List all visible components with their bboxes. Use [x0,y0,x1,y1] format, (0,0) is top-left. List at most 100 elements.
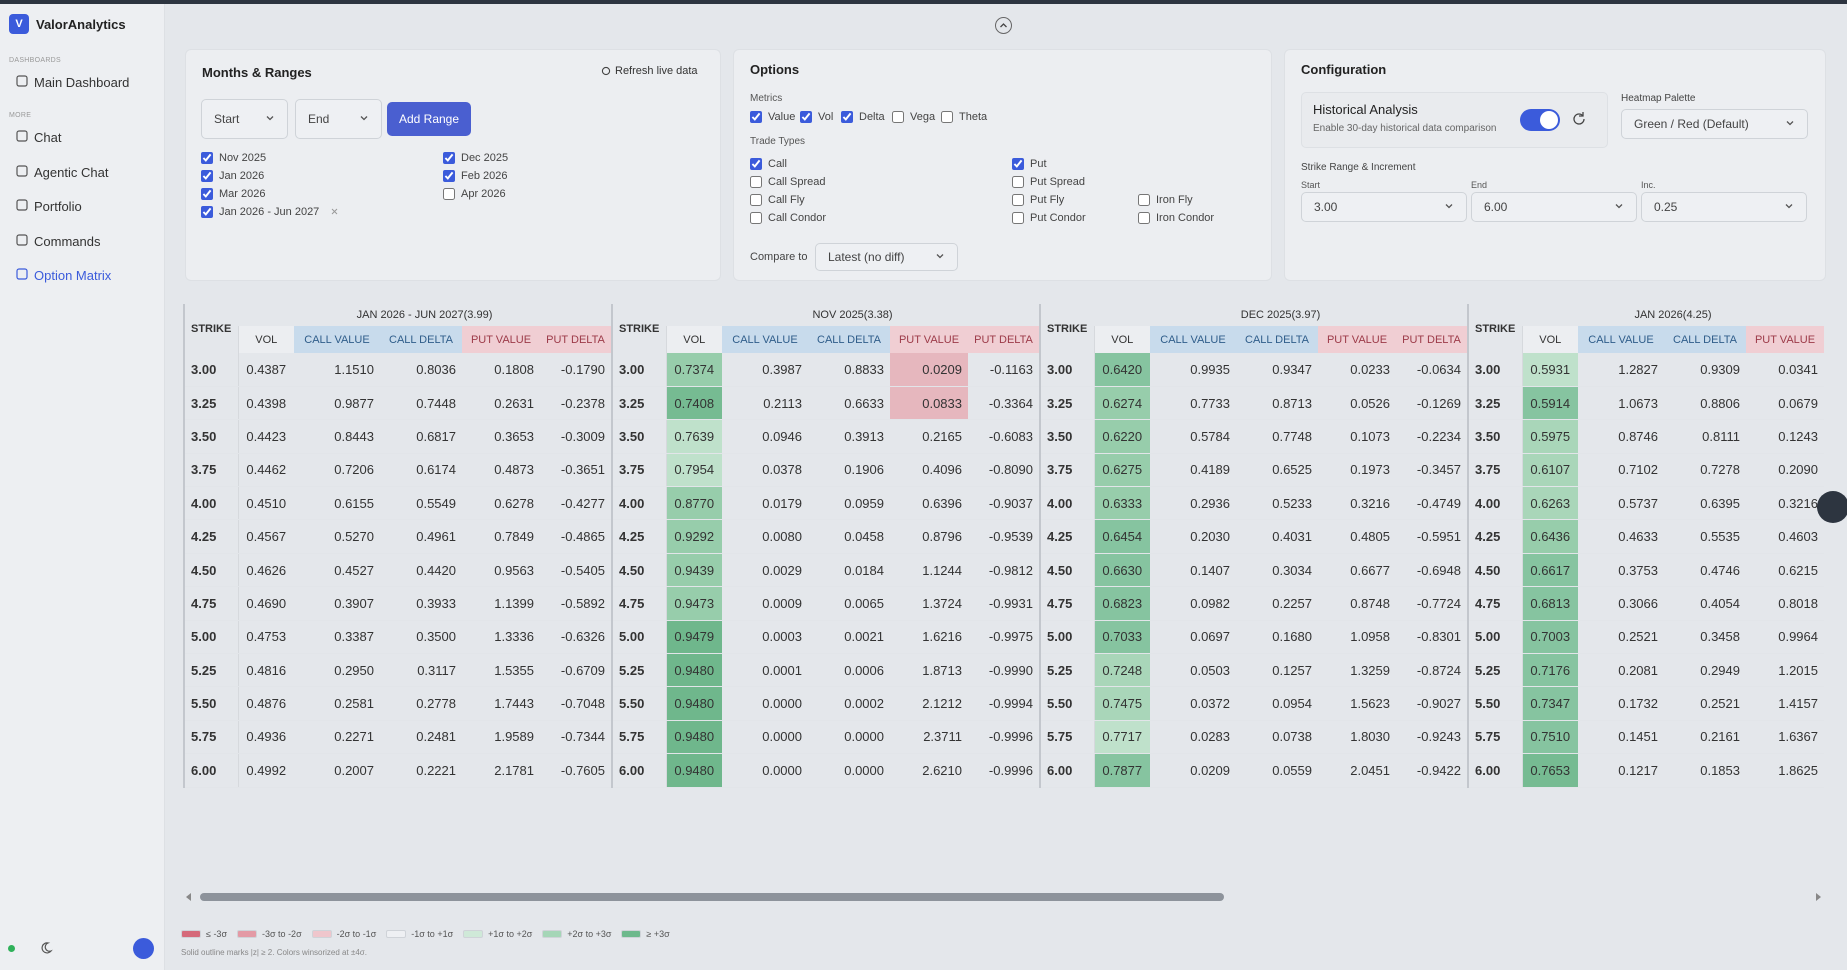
value-cell: 0.0080 [722,519,808,554]
value-cell: 0.0679 [1746,386,1824,421]
checkbox[interactable] [201,206,213,218]
checkbox[interactable] [201,188,213,200]
value-cell: 0.2090 [1746,453,1824,488]
refresh-button[interactable]: Refresh live data [601,65,698,77]
add-range-button[interactable]: Add Range [387,102,471,136]
checkbox[interactable] [201,152,213,164]
theme-toggle[interactable] [39,941,53,960]
chevron-icon [1614,200,1624,214]
strike-cell: 4.25 [1039,519,1094,554]
nav-icon [16,233,28,249]
strike-cell: 5.75 [1039,720,1094,755]
toggle-knob [1540,111,1558,129]
checkbox[interactable] [443,152,455,164]
checkbox[interactable] [1012,176,1024,188]
palette-select[interactable]: Green / Red (Default) [1621,109,1808,139]
refresh-icon[interactable] [1572,111,1586,130]
avatar[interactable] [133,938,154,959]
value-cell: 0.4992 [237,753,294,788]
checkbox-label: Call [768,158,787,170]
checkbox[interactable] [201,170,213,182]
start-select[interactable]: Start [201,99,288,139]
horizontal-scrollbar[interactable] [183,889,1826,905]
checkbox[interactable] [750,111,762,123]
nav-item[interactable]: Agentic Chat [16,165,108,180]
strike-cell: 3.50 [1039,419,1094,454]
field-select[interactable]: 6.00 [1471,192,1637,222]
section-title: JAN 2026(4.25) [1634,309,1712,321]
nav-item[interactable]: Commands [16,234,100,249]
strike-cell: 3.00 [1039,353,1094,387]
collapse-button[interactable] [995,17,1012,34]
checkbox[interactable] [1012,194,1024,206]
checkbox[interactable] [1012,158,1024,170]
checkbox[interactable] [750,212,762,224]
value-cell: 0.6278 [462,486,540,521]
checkbox-item: Feb 2026 [443,170,507,182]
checkbox-label: Iron Fly [1156,194,1193,206]
nav-item[interactable]: Option Matrix [16,268,111,283]
nav-item[interactable]: Main Dashboard [16,75,129,90]
nav-section-label: DASHBOARDS [9,57,62,64]
compare-select-text: Latest (no diff) [828,250,905,264]
checkbox-item: Call [750,158,787,170]
end-select[interactable]: End [295,99,382,139]
historical-toggle[interactable] [1520,109,1560,131]
value-cell: 0.4423 [237,419,294,454]
matrix-row: 4.50 0.4626 0.4527 0.4420 0.9563 -0.5405 4.50 0… [183,553,1824,588]
compare-select[interactable]: Latest (no diff) [815,243,958,271]
chevron-icon [265,112,275,126]
checkbox-label: Put Fly [1030,194,1065,206]
field-select[interactable]: 3.00 [1301,192,1467,222]
checkbox-label: Call Spread [768,176,826,188]
checkbox[interactable] [750,158,762,170]
compare-label: Compare to [750,251,808,263]
strike-cell: 4.50 [611,553,666,588]
value-cell: 0.5737 [1578,486,1664,521]
checkbox[interactable] [1012,212,1024,224]
value-cell: 0.2631 [462,386,540,421]
value-cell: -0.9539 [968,519,1040,554]
checkbox-label: Jan 2026 - Jun 2027 [219,206,320,218]
value-cell: 0.2950 [294,653,380,688]
value-cell: 0.4510 [237,486,294,521]
value-cell: 0.4746 [1664,553,1746,588]
strike-cell: 4.25 [1467,519,1522,554]
value-cell: 0.6275 [1093,453,1150,488]
legend-label: -2σ to -1σ [336,929,377,939]
value-cell: -0.9994 [968,686,1040,721]
checkbox[interactable] [892,111,904,123]
chevron-icon [1784,200,1794,214]
value-cell: 0.2161 [1664,720,1746,755]
value-cell: -0.7605 [540,753,612,788]
value-cell: 0.6630 [1093,553,1150,588]
value-cell: 0.0526 [1318,386,1396,421]
nav-label: Chat [34,130,62,145]
matrix-row: 4.75 0.4690 0.3907 0.3933 1.1399 -0.5892 4.75 0… [183,586,1824,621]
checkbox[interactable] [800,111,812,123]
value-cell: -0.1163 [968,353,1040,387]
remove-icon[interactable] [331,206,338,218]
checkbox[interactable] [750,176,762,188]
option-matrix: STRIKE JAN 2026 - JUN 2027(3.99) STRIKE NOV… [183,304,1824,788]
strike-cell: 4.00 [1467,486,1522,521]
checkbox[interactable] [443,170,455,182]
value-cell: 1.6216 [890,620,968,655]
strike-cell: 4.25 [183,519,238,554]
strike-cell: 4.75 [611,586,666,621]
checkbox[interactable] [841,111,853,123]
checkbox[interactable] [941,111,953,123]
value-cell: 2.1212 [890,686,968,721]
value-cell: 1.4157 [1746,686,1824,721]
value-cell: 0.0000 [808,720,890,755]
nav-item[interactable]: Portfolio [16,199,82,214]
field-select[interactable]: 0.25 [1641,192,1807,222]
checkbox[interactable] [750,194,762,206]
checkbox[interactable] [1138,194,1150,206]
checkbox[interactable] [443,188,455,200]
nav-item[interactable]: Chat [16,130,61,145]
floating-button[interactable] [1817,491,1847,523]
nav-icon [16,199,28,214]
checkbox[interactable] [1138,212,1150,224]
value-cell: 0.2271 [294,720,380,755]
